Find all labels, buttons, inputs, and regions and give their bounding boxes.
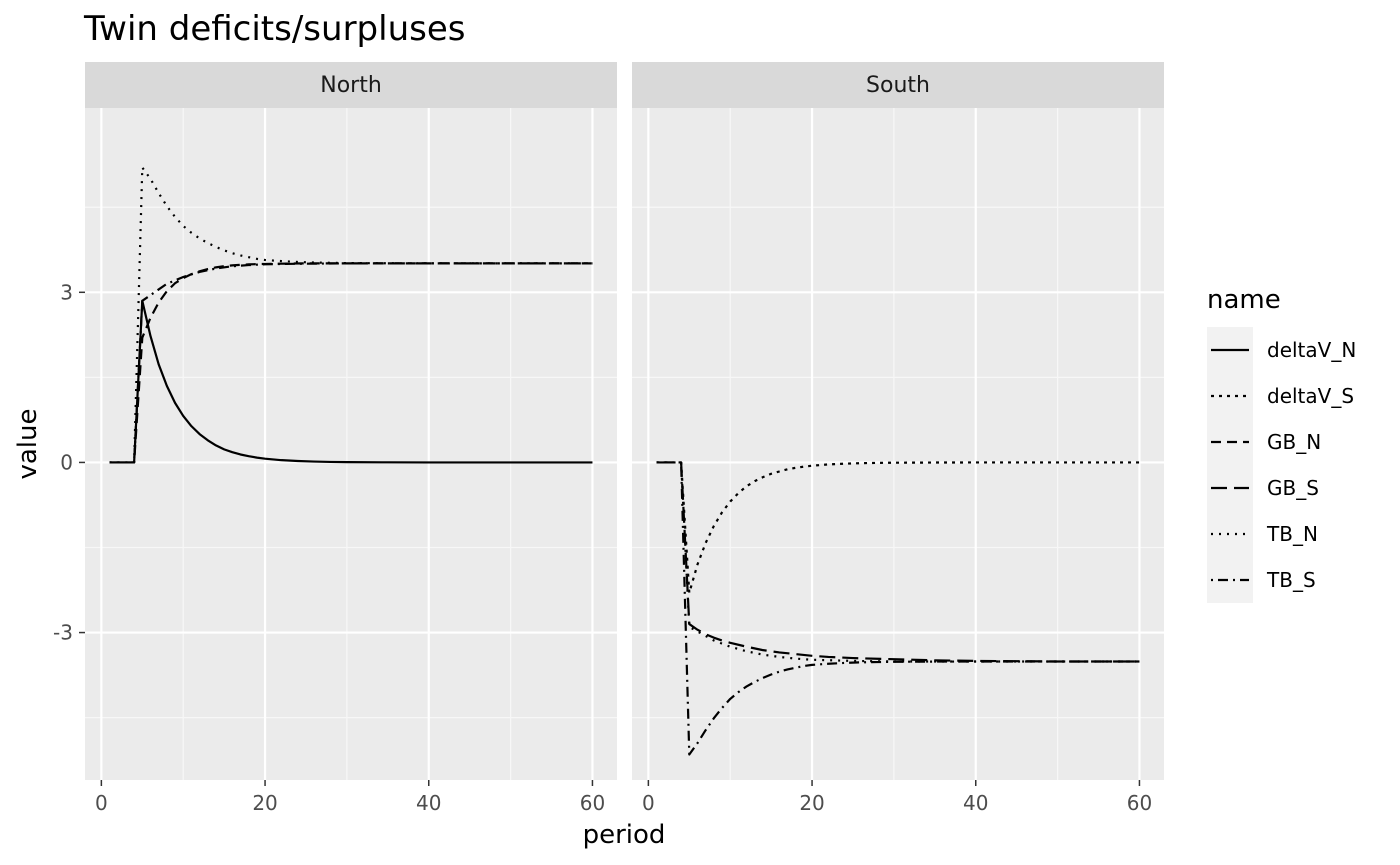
panel-background (85, 108, 617, 780)
series-line-deltav-s (656, 461, 1140, 594)
y-tick-label: 3 (60, 280, 73, 304)
x-tick-label: 20 (252, 791, 277, 815)
facet-strip (632, 62, 1164, 108)
x-tick-label: 60 (580, 791, 605, 815)
legend-item-deltav-s: deltaV_S (1207, 373, 1354, 419)
x-axis-title: period (583, 820, 666, 850)
legend: name deltaV_N deltaV_S GB_N GB_S TB_N TB_S (1207, 285, 1356, 603)
legend-item-gb-n: GB_N (1207, 419, 1321, 465)
legend-label: GB_S (1267, 476, 1319, 500)
x-tick-label: 20 (799, 791, 824, 815)
legend-label: TB_N (1266, 522, 1318, 546)
legend-item-tb-n: TB_N (1207, 511, 1318, 557)
x-tick-label: 40 (416, 791, 441, 815)
x-tick-label: 60 (1127, 791, 1152, 815)
y-axis-title: value (13, 408, 43, 479)
series-line-tb-s (109, 262, 593, 464)
y-tick-label: -3 (53, 621, 73, 645)
panel-background (632, 108, 1164, 780)
legend-label: GB_N (1267, 430, 1321, 454)
facet-strip-label: North (320, 73, 382, 98)
legend-item-tb-s: TB_S (1207, 557, 1316, 603)
series-line-deltav-n (109, 299, 593, 464)
legend-title: name (1207, 285, 1281, 315)
x-tick-label: 40 (963, 791, 988, 815)
facet-panel-south: South 0 20 40 60 (632, 62, 1164, 815)
facet-strip (85, 62, 617, 108)
legend-label: deltaV_N (1267, 338, 1356, 362)
y-tick-label: 0 (60, 450, 73, 474)
legend-items: deltaV_N deltaV_S GB_N GB_S TB_N TB_S (1207, 327, 1356, 603)
facet-strip-label: South (866, 73, 930, 98)
legend-key (1207, 511, 1253, 557)
facet-panels: North 0 20 40 60 -3 0 3 South 0 20 40 60 (53, 62, 1164, 815)
chart-title: Twin deficits/surpluses (83, 9, 465, 49)
legend-item-deltav-n: deltaV_N (1207, 327, 1356, 373)
x-tick-label: 0 (95, 791, 108, 815)
legend-label: TB_S (1266, 568, 1316, 592)
facet-panel-north: North 0 20 40 60 -3 0 3 (53, 62, 617, 815)
legend-label: deltaV_S (1267, 384, 1354, 408)
series-line-gb-n (109, 262, 593, 464)
series-line-tb-s (656, 461, 1140, 756)
legend-item-gb-s: GB_S (1207, 465, 1319, 511)
x-tick-label: 0 (642, 791, 655, 815)
